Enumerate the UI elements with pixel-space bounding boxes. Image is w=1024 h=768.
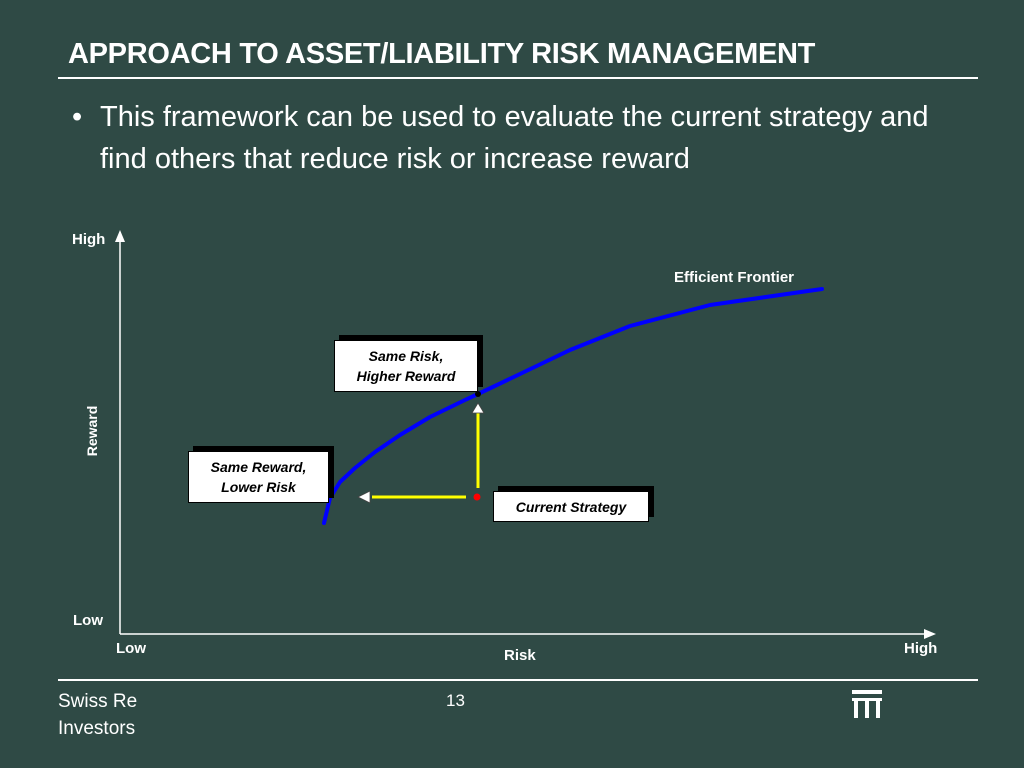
same-reward-line1: Same Reward,: [210, 459, 307, 475]
current-strategy-point: [473, 493, 481, 501]
x-axis-arrowhead: [924, 629, 936, 639]
swiss-re-logo-icon: [852, 690, 882, 718]
footer-company: Swiss Re Investors: [58, 688, 137, 742]
lower-risk-arrowhead: [357, 490, 371, 504]
efficient-frontier-curve: [322, 287, 824, 525]
footer-company-line1: Swiss Re: [58, 691, 138, 712]
y-axis-high-label: High: [72, 231, 106, 248]
bullet-marker: •: [72, 101, 83, 133]
y-axis-title: Reward: [84, 405, 100, 457]
page-number: 13: [446, 691, 465, 710]
same-risk-higher-reward-box: Same Risk, Higher Reward: [334, 340, 478, 392]
same-risk-line1: Same Risk,: [368, 348, 444, 364]
frontier-target-point: [475, 391, 481, 397]
bullet-point: • This framework can be used to evaluate…: [72, 96, 982, 180]
x-axis-title: Risk: [504, 647, 536, 664]
title-divider: [58, 77, 978, 79]
higher-reward-arrowhead: [471, 402, 485, 414]
same-reward-line2: Lower Risk: [221, 479, 296, 495]
same-reward-lower-risk-box: Same Reward, Lower Risk: [188, 451, 329, 503]
x-axis-low-label: Low: [116, 640, 146, 657]
efficient-frontier-label: Efficient Frontier: [674, 269, 795, 286]
current-strategy-label: Current Strategy: [515, 498, 627, 515]
x-axis-high-label: High: [904, 640, 938, 657]
bullet-text: This framework can be used to evaluate t…: [100, 101, 929, 175]
y-axis-low-label: Low: [73, 612, 103, 629]
slide-title: APPROACH TO ASSET/LIABILITY RISK MANAGEM…: [68, 38, 816, 70]
y-axis-arrowhead: [115, 230, 125, 242]
footer-company-line2: Investors: [58, 718, 136, 739]
footer-divider: [58, 679, 978, 681]
current-strategy-box: Current Strategy: [493, 491, 649, 522]
same-risk-line2: Higher Reward: [356, 368, 456, 384]
